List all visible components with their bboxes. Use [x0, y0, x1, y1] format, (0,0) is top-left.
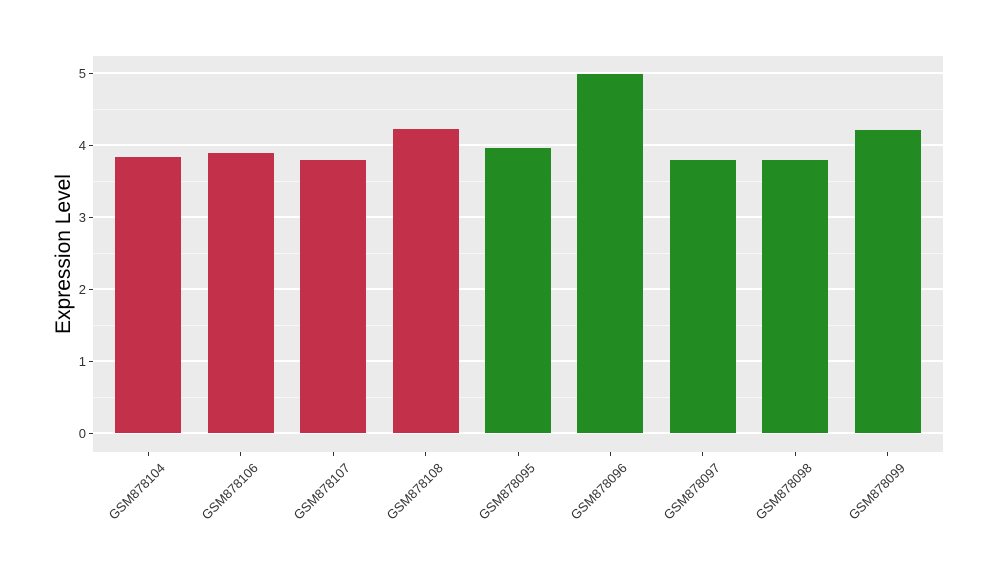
bar-GSM878106	[207, 153, 274, 433]
x-tick-mark	[332, 452, 334, 456]
major-gridline	[93, 72, 943, 75]
y-tick-label: 3	[78, 209, 86, 225]
x-tick-label: GSM878098	[752, 460, 816, 523]
major-gridline	[93, 144, 943, 147]
bar-GSM878108	[392, 129, 459, 433]
x-tick-label: GSM878097	[660, 460, 723, 523]
x-tick-mark	[609, 452, 611, 456]
y-tick-mark	[89, 144, 93, 146]
x-tick-label: GSM878104	[106, 460, 169, 523]
y-axis-title: Expression Level	[52, 174, 75, 334]
x-tick-label: GSM878096	[568, 460, 631, 523]
bar-GSM878097	[669, 160, 736, 433]
y-tick-label: 5	[78, 65, 86, 81]
y-tick-label: 4	[78, 137, 86, 153]
y-tick-label: 1	[78, 353, 86, 369]
x-tick-label: GSM878106	[198, 460, 261, 523]
major-gridline	[93, 432, 943, 434]
x-tick-mark	[794, 452, 796, 456]
x-tick-mark	[240, 452, 242, 456]
plot-panel	[93, 56, 943, 452]
x-tick-label: GSM878095	[475, 460, 538, 523]
y-tick-label: 2	[78, 281, 86, 297]
y-tick-mark	[89, 288, 93, 290]
bar-GSM878107	[300, 160, 367, 433]
x-tick-mark	[425, 452, 427, 456]
y-tick-mark	[89, 216, 93, 218]
x-tick-mark	[517, 452, 519, 456]
x-tick-label: GSM878107	[290, 460, 354, 523]
bar-GSM878098	[762, 160, 829, 433]
bar-GSM878095	[485, 148, 551, 433]
y-tick-label: 0	[78, 425, 86, 441]
x-tick-label: GSM878108	[383, 460, 446, 523]
y-tick-mark	[89, 432, 93, 434]
x-tick-mark	[147, 452, 149, 456]
bar-GSM878096	[577, 74, 644, 433]
x-tick-label: GSM878099	[845, 460, 908, 523]
x-tick-mark	[702, 452, 704, 456]
bar-GSM878104	[115, 156, 182, 433]
x-tick-mark	[887, 452, 889, 456]
minor-gridline	[93, 108, 943, 110]
bar-GSM878099	[854, 130, 921, 433]
y-tick-mark	[89, 72, 93, 74]
y-tick-mark	[89, 360, 93, 362]
